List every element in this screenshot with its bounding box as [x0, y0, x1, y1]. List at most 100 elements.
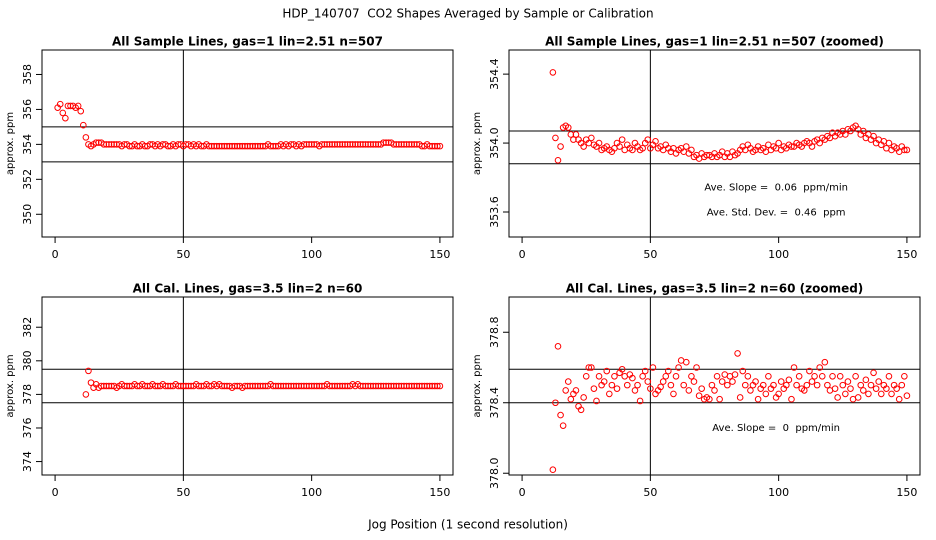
data-point	[59, 109, 67, 117]
panel-title: All Cal. Lines, gas=3.5 lin=2 n=60	[133, 282, 363, 296]
y-tick-label: 380	[21, 350, 34, 371]
x-tick-label: 0	[519, 486, 526, 499]
data-point	[785, 376, 793, 384]
data-point	[731, 371, 739, 378]
y-tick-label: 352	[21, 169, 34, 190]
data-point	[657, 383, 664, 391]
figure-title: HDP_140707 CO2 Shapes Averaged by Sample…	[282, 7, 653, 21]
data-point	[724, 381, 731, 389]
y-tick-label: 350	[21, 204, 34, 225]
data-point	[844, 378, 852, 385]
data-point	[718, 378, 726, 385]
x-tick-label: 0	[52, 248, 59, 261]
data-point	[765, 373, 772, 380]
data-point	[693, 364, 700, 371]
y-axis-label: approx. ppm	[472, 112, 483, 175]
data-point	[585, 364, 593, 371]
plot-frame	[41, 49, 454, 238]
data-point	[685, 387, 693, 394]
data-point	[867, 381, 875, 389]
data-point	[672, 373, 680, 380]
data-point	[82, 134, 90, 141]
y-tick-label: 354	[21, 134, 34, 155]
data-point	[790, 364, 798, 371]
data-point	[434, 382, 441, 390]
data-point	[675, 364, 682, 371]
data-point	[803, 381, 811, 389]
data-point	[800, 387, 808, 394]
data-point	[593, 397, 600, 405]
x-tick-label: 150	[896, 248, 917, 261]
y-tick-label: 356	[21, 99, 34, 120]
data-point	[783, 381, 790, 389]
x-tick-label: 150	[429, 486, 450, 499]
data-point	[903, 392, 911, 399]
data-point	[713, 373, 721, 380]
data-point	[821, 358, 829, 366]
data-point	[903, 146, 911, 154]
data-point	[816, 139, 823, 147]
data-point	[770, 381, 777, 389]
y-tick-label: 358	[21, 64, 34, 85]
data-point	[549, 466, 557, 474]
x-tick-label: 0	[519, 248, 526, 261]
data-point	[808, 378, 816, 385]
data-point	[688, 146, 695, 154]
x-tick-label: 50	[643, 248, 657, 261]
annotation: Ave. Std. Dev. = 0.46 ppm	[707, 208, 846, 219]
y-tick-label: 374	[21, 451, 34, 472]
data-point	[572, 387, 580, 394]
data-point	[567, 395, 575, 403]
data-point	[644, 136, 652, 143]
data-point	[885, 139, 893, 147]
x-tick-label: 100	[768, 486, 789, 499]
data-point	[816, 364, 823, 371]
y-tick-label: 378.8	[488, 316, 501, 348]
data-point	[580, 143, 587, 150]
x-tick-label: 150	[896, 486, 917, 499]
data-point	[629, 374, 636, 382]
data-point	[898, 381, 906, 389]
data-point	[775, 390, 782, 398]
data-point	[895, 395, 903, 403]
x-tick-label: 50	[643, 486, 657, 499]
x-tick-label: 50	[176, 486, 190, 499]
data-point	[813, 381, 821, 389]
data-point	[680, 381, 688, 389]
data-point	[549, 69, 557, 76]
data-point	[788, 143, 795, 150]
data-point	[588, 364, 595, 371]
data-point	[901, 373, 908, 380]
data-point	[860, 127, 867, 135]
data-point	[434, 142, 441, 150]
panel-title: All Sample Lines, gas=1 lin=2.51 n=507	[112, 35, 383, 49]
data-point	[883, 385, 890, 392]
data-point	[695, 392, 703, 399]
data-point	[682, 143, 690, 150]
data-point	[862, 376, 870, 384]
data-point	[688, 373, 695, 380]
data-point	[562, 387, 569, 394]
x-tick-label: 100	[768, 248, 789, 261]
annotation: Ave. Slope = 0 ppm/min	[712, 423, 840, 434]
x-tick-label: 0	[52, 486, 59, 499]
y-tick-label: 378	[21, 384, 34, 405]
y-axis-label: approx. ppm	[5, 112, 16, 175]
data-point	[690, 378, 698, 385]
annotation: Ave. Slope = 0.06 ppm/min	[704, 183, 848, 194]
data-point	[860, 387, 867, 394]
data-point	[623, 381, 631, 389]
data-point	[82, 391, 90, 398]
y-tick-label: 376	[21, 417, 34, 438]
data-point	[667, 381, 675, 389]
data-point	[854, 394, 862, 401]
data-point	[634, 381, 641, 389]
data-point	[606, 390, 613, 398]
data-point	[795, 373, 803, 380]
data-point	[839, 381, 847, 389]
data-point	[842, 390, 849, 398]
data-point	[552, 399, 559, 407]
data-point	[836, 373, 844, 380]
panel-title: All Cal. Lines, gas=3.5 lin=2 n=60 (zoom…	[566, 282, 864, 296]
data-point	[811, 373, 818, 380]
